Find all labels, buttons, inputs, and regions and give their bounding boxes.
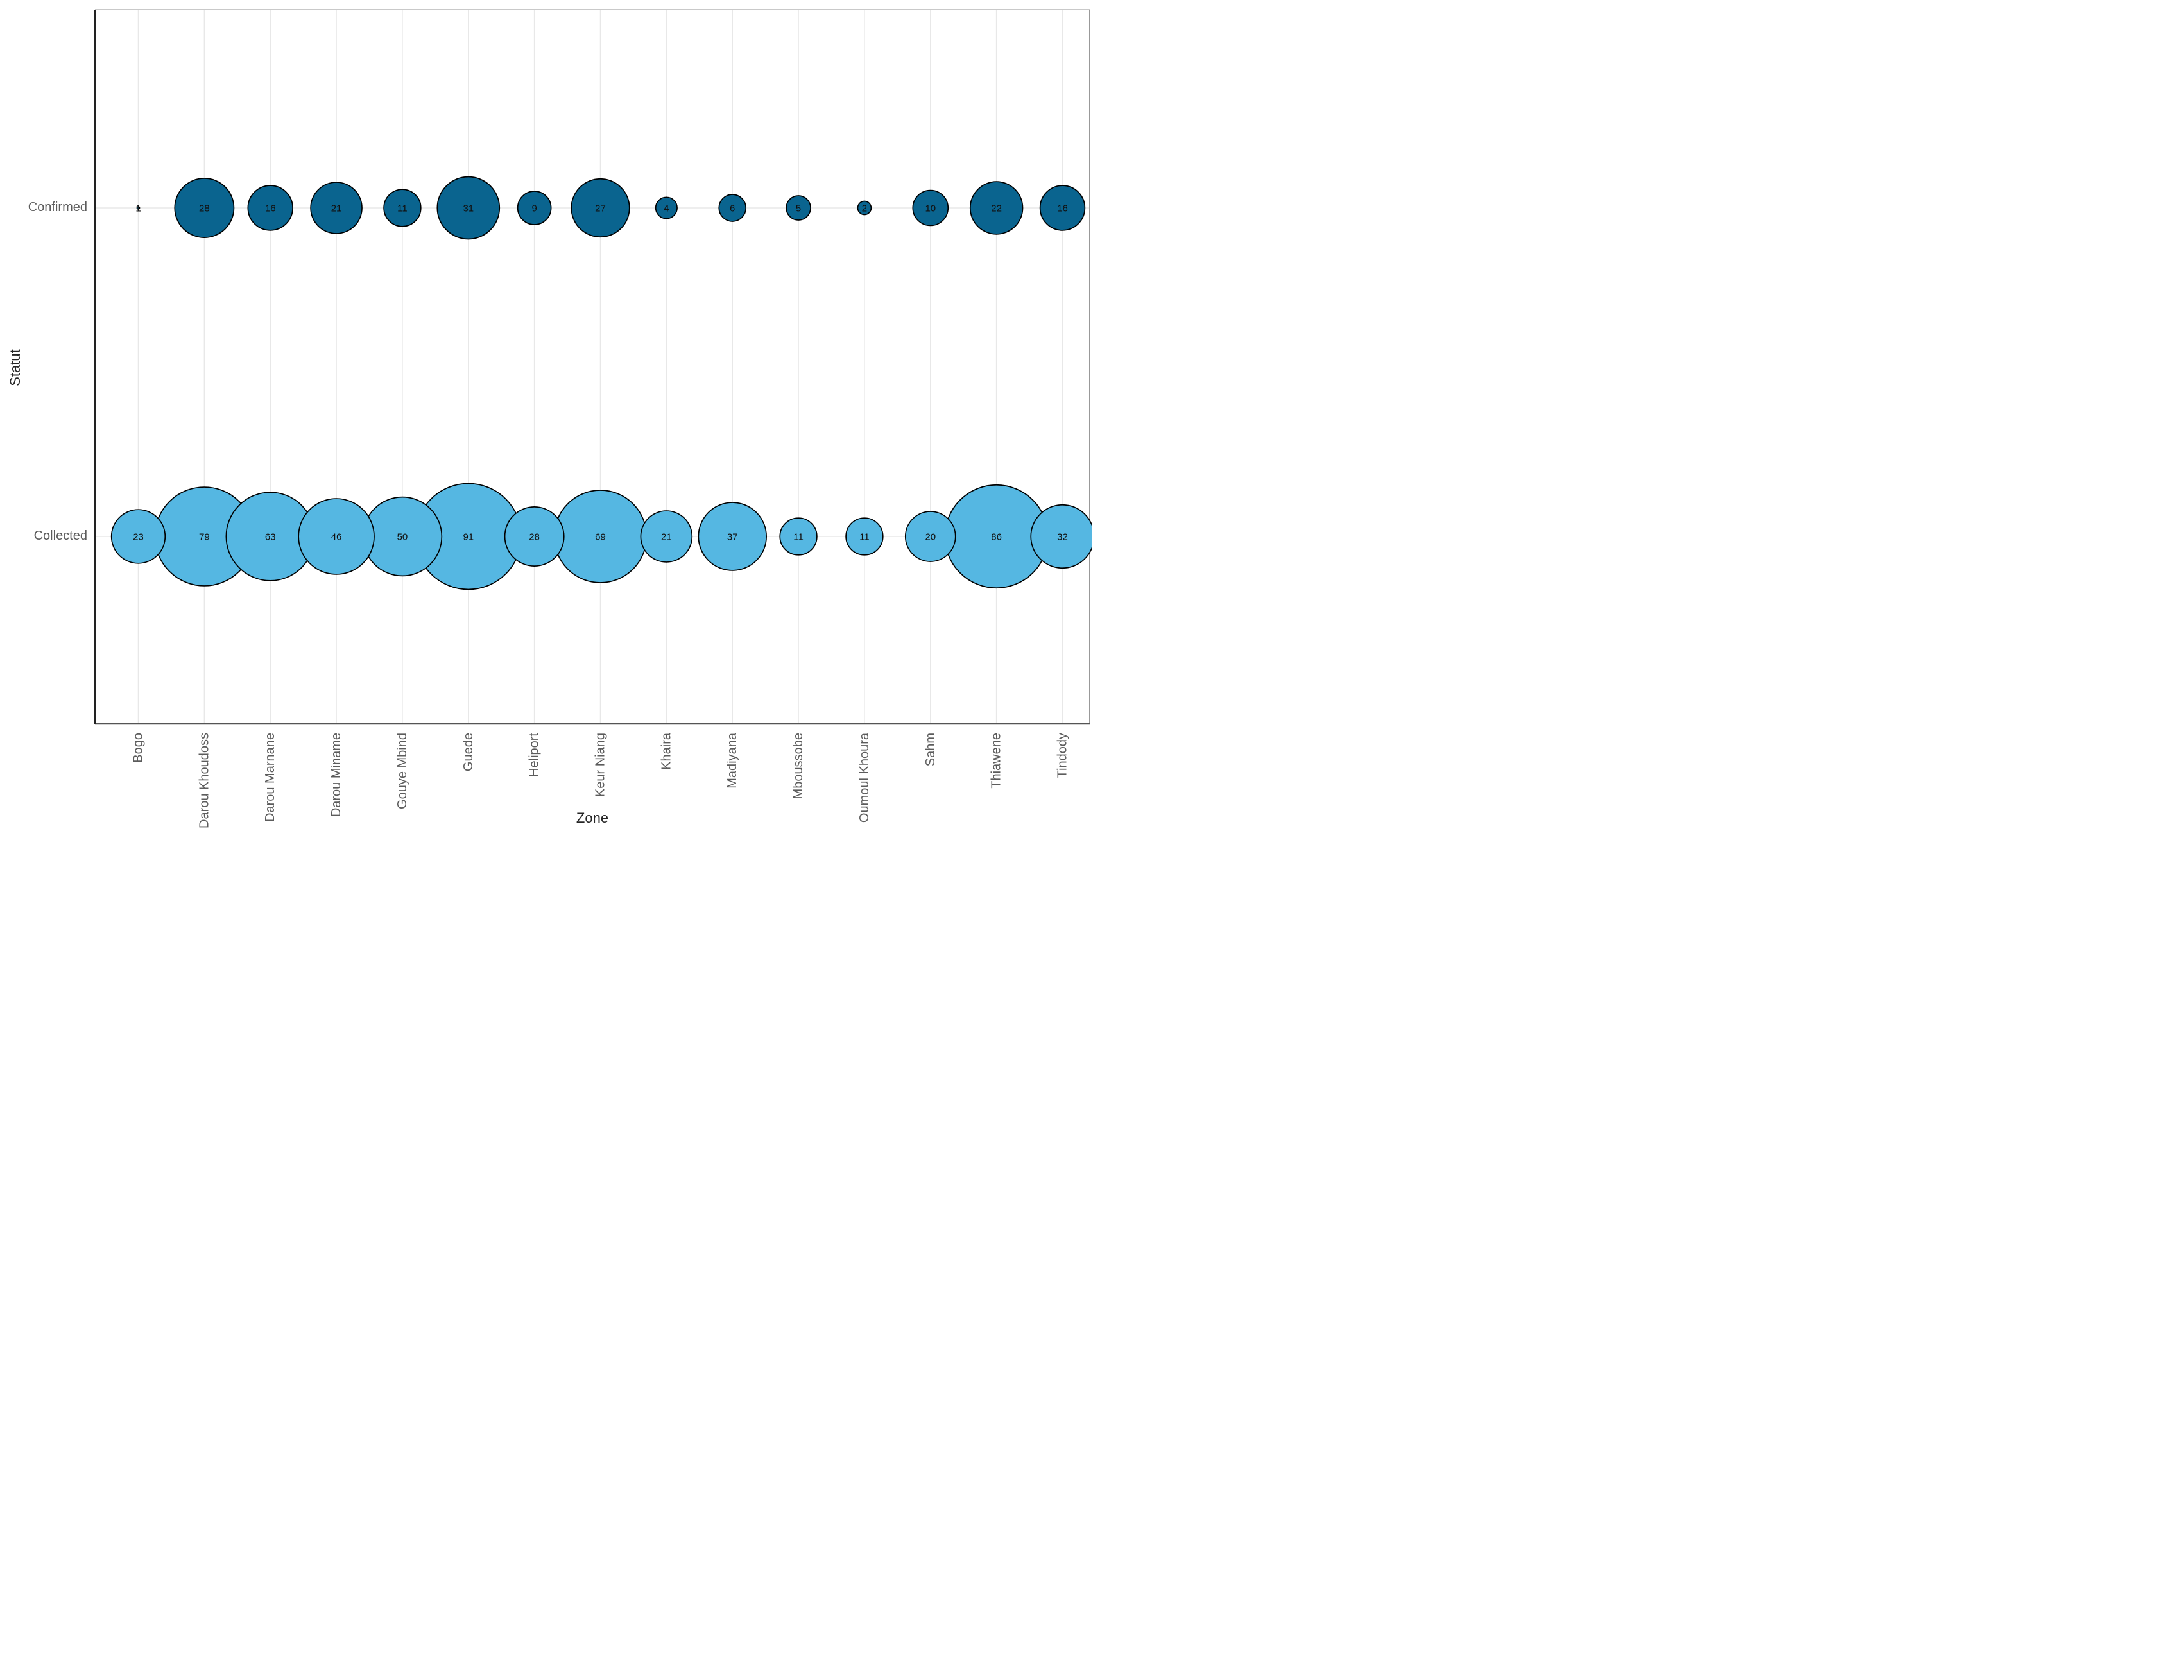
bubble-confirmed-khaira (655, 196, 678, 219)
x-tick-label-khaira: Khaira (659, 732, 673, 770)
bubble-confirmed-madiyana (718, 194, 747, 222)
x-tick-label-mboussobe: Mboussobe (791, 733, 805, 799)
bubble-value-label: 79 (199, 531, 210, 542)
bubble-collected-bogo (110, 509, 166, 564)
bubble-value-label: 86 (991, 531, 1002, 542)
bubble-confirmed-oumoul-khoura (857, 200, 872, 216)
bubble-value-label: 21 (661, 531, 672, 542)
bubble-value-label: 6 (730, 203, 735, 214)
bubble-value-label: 32 (1057, 531, 1068, 542)
x-tick-label-thiawene: Thiawene (990, 733, 1004, 789)
bubble-value-label: 46 (331, 531, 342, 542)
bubble-value-label: 21 (331, 203, 342, 214)
x-tick-label-sahm: Sahm (924, 733, 938, 766)
bubble-collected-oumoul-khoura (845, 517, 884, 556)
x-tick-label-darou-marnane: Darou Marnane (263, 733, 277, 822)
bubble-value-label: 16 (265, 203, 276, 214)
bubble-confirmed-gouye-mbind (383, 189, 422, 227)
bubble-confirmed-guede (436, 176, 501, 240)
bubble-value-label: 9 (531, 203, 537, 214)
y-tick-label-collected: Collected (33, 529, 87, 543)
x-tick-label-darou-khoudoss: Darou Khoudoss (197, 733, 211, 828)
bubble-value-label: 22 (991, 203, 1002, 214)
bubble-collected-darou-miname (298, 498, 375, 575)
bubble-value-label: 5 (796, 203, 801, 214)
bubble-collected-sahm (904, 511, 956, 562)
bubble-value-label: 69 (595, 531, 606, 542)
x-tick-label-gouye-mbind: Gouye Mbind (395, 733, 409, 809)
bubble-value-label: 11 (397, 203, 408, 214)
x-tick-label-keur-niang: Keur Niang (593, 733, 607, 797)
bubble-value-label: 91 (463, 531, 474, 542)
bubble-confirmed-darou-khoudoss (174, 178, 235, 238)
bubble-value-label: 20 (925, 531, 936, 542)
bubble-collected-khaira (640, 510, 693, 563)
bubble-value-label: 31 (463, 203, 474, 214)
x-axis-title: Zone (576, 810, 609, 826)
bubble-confirmed-sahm (912, 189, 949, 227)
bubble-value-label: 11 (859, 531, 870, 542)
x-tick-label-bogo: Bogo (132, 733, 146, 763)
bubble-collected-heliport (504, 506, 565, 567)
bubble-value-label: 16 (1057, 203, 1068, 214)
bubble-collected-mboussobe (779, 517, 818, 556)
x-tick-label-darou-miname: Darou Miname (329, 733, 343, 817)
y-axis-title: Statut (7, 349, 23, 386)
bubble-value-label: 37 (727, 531, 738, 542)
bubble-confirmed-darou-miname (310, 182, 363, 234)
bubble-confirmed-thiawene (969, 181, 1024, 235)
bubble-chart: 31 28 27 22 21 16 16 11 10 9 6 5 4 2 1 91 86 79 69 63 50 46 37… (0, 0, 1092, 840)
bubble-value-label: 28 (529, 531, 540, 542)
bubble-confirmed-heliport (517, 191, 552, 225)
bubble-confirmed-tindody (1039, 185, 1086, 231)
bubble-collected-tindody (1030, 504, 1092, 569)
bubble-value-label: 28 (199, 203, 210, 214)
bubble-value-label: 11 (793, 531, 804, 542)
bubble-value-label: 63 (265, 531, 276, 542)
y-tick-label-confirmed: Confirmed (28, 200, 87, 214)
bubble-value-label: 23 (133, 531, 144, 542)
x-tick-label-oumoul-khoura: Oumoul Khoura (857, 732, 872, 823)
bubble-value-label: 10 (925, 203, 936, 214)
bubble-confirmed-bogo (136, 206, 141, 210)
bubble-value-label: 50 (397, 531, 408, 542)
bubble-value-label: 27 (595, 203, 606, 214)
x-tick-label-tindody: Tindody (1055, 733, 1069, 778)
x-tick-label-heliport: Heliport (528, 733, 542, 777)
bubble-confirmed-darou-marnane (247, 185, 293, 231)
bubble-value-label: 4 (664, 203, 669, 214)
bubble-value-label: 1 (135, 203, 141, 214)
x-tick-label-madiyana: Madiyana (725, 732, 739, 789)
bubble-value-label: 2 (862, 203, 867, 214)
bubble-confirmed-keur-niang (571, 178, 630, 238)
bubble-collected-madiyana (698, 502, 767, 571)
x-tick-label-guede: Guede (461, 733, 476, 771)
bubble-confirmed-mboussobe (786, 195, 811, 221)
